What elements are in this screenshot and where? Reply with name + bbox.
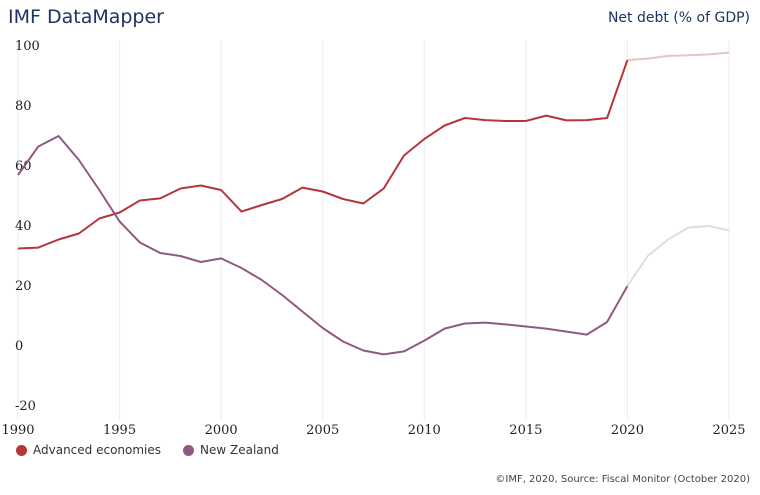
x-tick-label-2015: 2015 xyxy=(509,423,542,438)
x-tick-label-2025: 2025 xyxy=(712,423,745,438)
y-tick-label-100: 100 xyxy=(15,39,40,54)
x-tick-label-2000: 2000 xyxy=(205,423,238,438)
source-note: ©IMF, 2020, Source: Fiscal Monitor (Octo… xyxy=(495,474,750,485)
y-tick-label-20: 20 xyxy=(15,279,32,294)
y-tick-label-40: 40 xyxy=(15,219,32,234)
legend-label-new-zealand: New Zealand xyxy=(200,443,279,457)
series-line-projection-advanced-economies xyxy=(627,51,730,62)
legend-item-new-zealand[interactable]: New Zealand xyxy=(183,443,279,457)
chart-legend: Advanced economies New Zealand xyxy=(16,443,301,457)
legend-swatch-advanced-economies xyxy=(16,444,27,456)
y-tick-label--20: -20 xyxy=(15,399,36,414)
legend-label-advanced-economies: Advanced economies xyxy=(33,443,162,457)
series-line-new-zealand xyxy=(17,135,629,356)
x-tick-label-2005: 2005 xyxy=(306,423,339,438)
legend-item-advanced-economies[interactable]: Advanced economies xyxy=(16,443,161,457)
y-tick-label-80: 80 xyxy=(15,99,32,114)
legend-swatch-new-zealand xyxy=(183,444,195,456)
x-tick-label-1990: 1990 xyxy=(1,423,34,438)
series-line-advanced-economies xyxy=(17,59,629,250)
chart-subtitle: Net debt (% of GDP) xyxy=(607,10,750,26)
x-tick-label-2010: 2010 xyxy=(408,423,441,438)
series-line-projection-new-zealand xyxy=(626,225,730,287)
x-tick-label-2020: 2020 xyxy=(611,423,644,438)
page-title: IMF DataMapper xyxy=(8,6,164,28)
x-tick-label-1995: 1995 xyxy=(103,423,136,438)
y-tick-label-0: 0 xyxy=(15,339,23,354)
